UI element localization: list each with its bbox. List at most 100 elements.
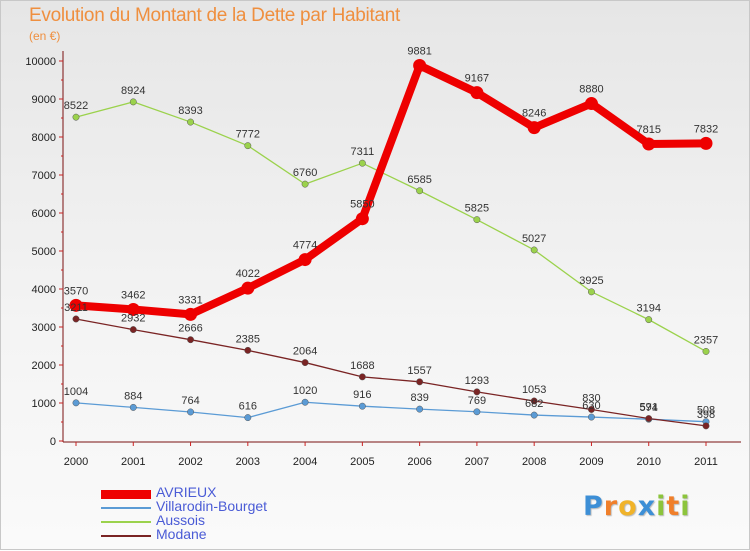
data-label-villarodin-bourget: 508 bbox=[697, 405, 715, 417]
legend-swatch bbox=[101, 521, 151, 523]
legend-label: Villarodin-Bourget bbox=[156, 498, 268, 514]
data-label-modane: 3211 bbox=[64, 302, 88, 314]
data-point-modane bbox=[588, 406, 595, 413]
legend-item: Villarodin-Bourget bbox=[101, 498, 401, 515]
data-label-avrieux: 8246 bbox=[522, 108, 546, 120]
data-label-aussois: 7311 bbox=[351, 146, 375, 158]
data-label-villarodin-bourget: 574 bbox=[640, 402, 658, 414]
y-tick-label: 8000 bbox=[32, 132, 56, 144]
data-label-aussois: 2357 bbox=[694, 334, 718, 346]
data-point-aussois bbox=[129, 98, 137, 106]
data-label-avrieux: 7832 bbox=[694, 123, 718, 135]
legend-label: Aussois bbox=[156, 512, 206, 528]
data-point-avrieux bbox=[184, 307, 198, 321]
data-label-villarodin-bourget: 764 bbox=[181, 395, 199, 407]
logo-letter: o bbox=[618, 491, 638, 522]
data-label-modane: 2666 bbox=[178, 323, 202, 335]
data-point-modane bbox=[645, 415, 653, 422]
data-point-aussois bbox=[358, 159, 366, 167]
data-label-villarodin-bourget: 1004 bbox=[64, 386, 88, 398]
x-tick-label: 2007 bbox=[465, 456, 489, 468]
data-point-avrieux bbox=[413, 59, 427, 73]
data-point-aussois bbox=[416, 187, 424, 195]
data-point-villarodin-bourget bbox=[358, 402, 366, 410]
data-label-avrieux: 5850 bbox=[350, 199, 374, 211]
data-point-aussois bbox=[72, 113, 80, 121]
data-point-villarodin-bourget bbox=[301, 398, 309, 406]
data-label-modane: 1053 bbox=[522, 384, 546, 396]
data-point-modane bbox=[473, 388, 481, 396]
logo-letter: t bbox=[666, 491, 681, 522]
y-tick-label: 0 bbox=[50, 436, 56, 448]
data-point-avrieux bbox=[126, 302, 140, 316]
y-tick-label: 3000 bbox=[32, 322, 56, 334]
data-point-villarodin-bourget bbox=[129, 403, 137, 411]
data-point-aussois bbox=[702, 347, 710, 355]
series-line-modane bbox=[75, 318, 707, 427]
data-point-aussois bbox=[244, 142, 252, 150]
data-label-aussois: 6585 bbox=[407, 174, 431, 186]
legend-label: Modane bbox=[156, 526, 207, 542]
data-label-modane: 2932 bbox=[121, 313, 145, 325]
data-point-avrieux bbox=[642, 137, 656, 151]
data-label-villarodin-bourget: 1020 bbox=[293, 385, 317, 397]
data-point-avrieux bbox=[527, 121, 541, 135]
x-tick-label: 2010 bbox=[636, 456, 660, 468]
logo-letter: P bbox=[583, 491, 604, 522]
data-label-aussois: 3194 bbox=[636, 303, 660, 315]
data-point-modane bbox=[187, 336, 194, 344]
data-point-avrieux bbox=[699, 136, 713, 150]
data-point-villarodin-bourget bbox=[588, 413, 595, 421]
legend-swatch bbox=[101, 507, 151, 509]
data-label-villarodin-bourget: 839 bbox=[410, 392, 428, 404]
data-label-modane: 398 bbox=[697, 409, 715, 421]
data-label-avrieux: 3331 bbox=[178, 294, 202, 306]
data-label-villarodin-bourget: 884 bbox=[124, 390, 142, 402]
data-label-modane: 1688 bbox=[350, 360, 374, 372]
data-point-aussois bbox=[301, 180, 309, 188]
legend-item: AVRIEUX bbox=[101, 484, 401, 501]
data-label-avrieux: 4022 bbox=[236, 268, 260, 280]
data-point-villarodin-bourget bbox=[187, 408, 194, 416]
series-line-villarodin-bourget bbox=[75, 401, 707, 423]
data-label-aussois: 8924 bbox=[121, 85, 145, 97]
data-point-avrieux bbox=[298, 253, 312, 267]
y-tick-label: 9000 bbox=[32, 94, 56, 106]
y-tick-label: 2000 bbox=[32, 360, 56, 372]
x-tick-label: 2011 bbox=[694, 456, 718, 468]
data-point-modane bbox=[702, 422, 710, 430]
legend-item: Aussois bbox=[101, 512, 401, 529]
data-point-avrieux bbox=[355, 212, 369, 226]
data-label-modane: 2064 bbox=[293, 346, 317, 358]
x-tick-label: 2004 bbox=[293, 456, 317, 468]
proxiti-logo: Proxiti bbox=[583, 491, 691, 522]
data-label-modane: 830 bbox=[582, 392, 600, 404]
data-point-avrieux bbox=[584, 97, 598, 111]
x-tick-label: 2000 bbox=[64, 456, 88, 468]
data-point-aussois bbox=[187, 118, 194, 126]
data-label-villarodin-bourget: 616 bbox=[239, 401, 257, 413]
data-label-villarodin-bourget: 630 bbox=[582, 400, 600, 412]
data-label-modane: 2385 bbox=[236, 333, 260, 345]
data-point-aussois bbox=[588, 288, 595, 296]
data-point-aussois bbox=[645, 316, 653, 324]
x-tick-label: 2002 bbox=[178, 456, 202, 468]
series-line-avrieux bbox=[72, 61, 710, 319]
data-point-modane bbox=[244, 346, 252, 354]
logo-letter: r bbox=[603, 491, 619, 522]
data-label-avrieux: 3462 bbox=[121, 289, 145, 301]
x-tick-label: 2008 bbox=[522, 456, 546, 468]
y-tick-label: 6000 bbox=[32, 208, 56, 220]
series-line-aussois bbox=[75, 101, 707, 353]
x-tick-label: 2001 bbox=[121, 456, 145, 468]
x-tick-label: 2006 bbox=[407, 456, 431, 468]
data-label-modane: 1557 bbox=[407, 365, 431, 377]
data-label-villarodin-bourget: 682 bbox=[525, 398, 543, 410]
data-point-modane bbox=[72, 315, 80, 323]
data-label-aussois: 5825 bbox=[465, 203, 489, 215]
logo-letter: i bbox=[656, 491, 667, 522]
data-point-modane bbox=[358, 373, 366, 381]
legend-swatch bbox=[101, 535, 151, 537]
data-point-aussois bbox=[530, 246, 538, 254]
